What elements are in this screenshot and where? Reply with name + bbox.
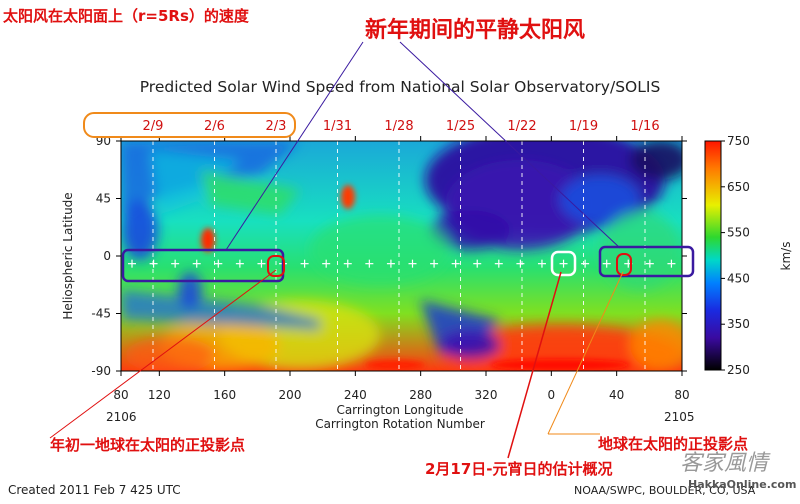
watermark-script: 客家風情 <box>680 451 771 476</box>
top-date-labels: 2/9 2/6 2/3 1/31 1/28 1/25 1/22 1/19 1/16 <box>143 119 660 134</box>
x-tick-label: 80 <box>674 388 689 402</box>
chart-title: Predicted Solar Wind Speed from National… <box>140 78 661 96</box>
earth-position-cross <box>365 259 374 268</box>
annotation-bottom-right: 地球在太阳的正投影点 <box>598 435 748 453</box>
rotation-right: 2105 <box>664 410 695 424</box>
x-axis-label-2: Carrington Rotation Number <box>315 417 485 431</box>
top-date-label: 1/22 <box>507 119 536 134</box>
colorbar-tick-label: 450 <box>727 271 750 285</box>
x-tick-label: 120 <box>148 388 171 402</box>
earth-position-cross <box>322 259 331 268</box>
earth-position-cross <box>602 259 611 268</box>
earth-position-cross <box>300 259 309 268</box>
earth-position-cross <box>667 259 676 268</box>
earth-position-cross <box>581 259 590 268</box>
y-tick-label: -90 <box>91 364 111 378</box>
colorbar-tick-label: 750 <box>727 134 750 148</box>
colorbar-ticks: 750 650 550 450 350 250 <box>721 134 750 377</box>
x-tick-label: 320 <box>475 388 498 402</box>
earth-position-cross <box>559 259 568 268</box>
annotation-top-left: 太阳风在太阳面上（r=5Rs）的速度 <box>3 7 250 25</box>
earth-position-cross <box>192 259 201 268</box>
x-axis-label: Carrington Longitude <box>336 403 463 417</box>
red-marker-right <box>616 253 632 276</box>
x-tick-label: 0 <box>548 388 556 402</box>
x-tick-label: 160 <box>213 388 236 402</box>
y-tick-label: -45 <box>91 307 111 321</box>
purple-earth-box-right <box>598 245 695 278</box>
heatmap-texture <box>121 141 682 371</box>
y-tick-label: 0 <box>103 249 111 263</box>
annotation-bottom-center: 2月17日-元宵日的估计概况 <box>425 460 613 478</box>
y-axis-label: Heliospheric Latitude <box>61 192 75 319</box>
earth-position-cross <box>494 259 503 268</box>
callout-line-bottom-center <box>507 271 562 459</box>
callout-line-top-left <box>225 41 364 251</box>
x-tick-label: 200 <box>279 388 302 402</box>
callout-line-bottom-right <box>547 271 624 435</box>
colorbar-tick-label: 550 <box>727 226 750 240</box>
callout-line-bottom-left <box>49 269 277 439</box>
top-date-label: 2/9 <box>143 119 164 134</box>
top-date-label: 1/28 <box>384 119 413 134</box>
credit-line: NOAA/SWPC, BOULDER, CO, USA <box>574 484 756 497</box>
earth-position-cross <box>171 259 180 268</box>
orange-date-highlight-box <box>83 112 296 138</box>
earth-position-cross <box>451 259 460 268</box>
earth-position-cross <box>473 259 482 268</box>
earth-position-cross <box>214 259 223 268</box>
top-date-label: 1/25 <box>446 119 475 134</box>
colorbar-tick-label: 250 <box>727 363 750 377</box>
callout-line-top-right <box>399 41 621 249</box>
top-date-label: 2/6 <box>204 119 225 134</box>
earth-position-cross <box>128 259 136 268</box>
created-stamp: Created 2011 Feb 7 425 UTC <box>8 483 181 497</box>
colorbar <box>704 140 722 371</box>
red-marker-left <box>267 255 285 277</box>
earth-position-cross <box>343 259 352 268</box>
y-tick-label: 45 <box>96 192 111 206</box>
earth-position-cross <box>430 259 439 268</box>
heatmap-plot <box>121 141 682 371</box>
top-date-label: 1/31 <box>323 119 352 134</box>
colorbar-unit-label: km/s <box>779 242 793 271</box>
x-tick-label: 280 <box>409 388 432 402</box>
earth-position-cross <box>257 259 266 268</box>
watermark-url: HakkaOnline.com <box>688 478 796 491</box>
rotation-left: 2106 <box>106 410 137 424</box>
colorbar-tick-label: 650 <box>727 180 750 194</box>
earth-position-cross <box>149 259 158 268</box>
earth-position-cross <box>516 259 525 268</box>
x-tick-label: 80 <box>113 388 128 402</box>
top-date-label: 1/16 <box>630 119 659 134</box>
white-marker-box <box>550 250 577 277</box>
top-date-label: 1/19 <box>569 119 598 134</box>
earth-position-cross <box>386 259 395 268</box>
earth-position-cross <box>408 259 417 268</box>
top-date-label: 2/3 <box>266 119 287 134</box>
x-tick-label: 40 <box>609 388 624 402</box>
annotation-bottom-left: 年初一地球在太阳的正投影点 <box>50 436 245 454</box>
annotation-top-center: 新年期间的平静太阳风 <box>365 17 585 43</box>
heatmap-hot-spots <box>201 185 630 371</box>
earth-track-markers <box>128 259 676 268</box>
earth-position-cross <box>235 259 244 268</box>
earth-position-cross <box>645 259 654 268</box>
colorbar-tick-label: 350 <box>727 317 750 331</box>
x-tick-label: 240 <box>344 388 367 402</box>
earth-position-cross <box>537 259 546 268</box>
